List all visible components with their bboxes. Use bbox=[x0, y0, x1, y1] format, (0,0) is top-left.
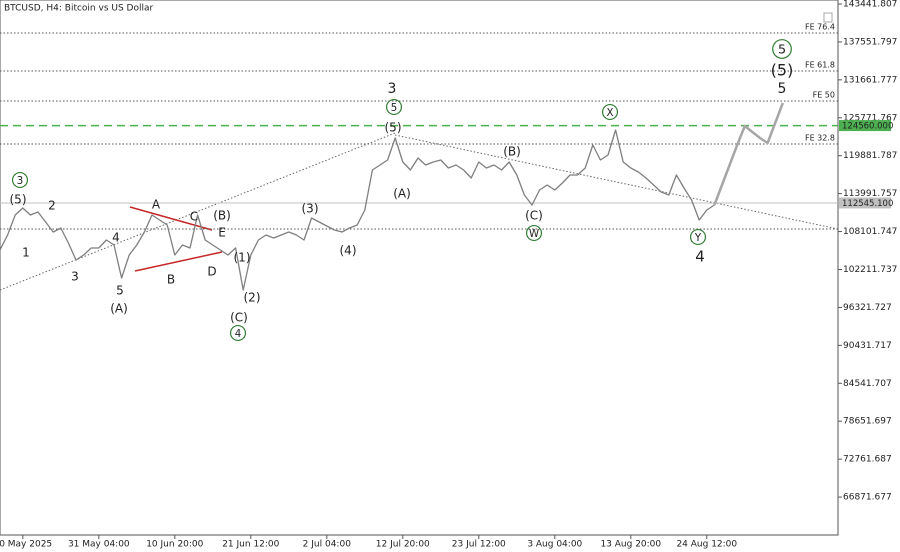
wave-label: A bbox=[152, 198, 161, 212]
y-tick-label: 131661.777 bbox=[843, 75, 897, 85]
x-tick-label: 10 Jun 20:00 bbox=[146, 540, 203, 550]
wave-label: (3) bbox=[302, 202, 319, 216]
wave-label: (B) bbox=[213, 209, 231, 223]
y-tick-label: 90431.717 bbox=[843, 341, 892, 351]
x-tick-label: 21 Jun 12:00 bbox=[222, 540, 279, 550]
wave-label: D bbox=[207, 265, 216, 279]
wave-label: Y bbox=[694, 233, 702, 244]
level-label: FE 61.8 bbox=[805, 61, 835, 70]
wave-label: E bbox=[218, 226, 226, 240]
price-tag-label: 112545.100 bbox=[842, 199, 893, 209]
wave-label: 3 bbox=[71, 270, 79, 284]
level-label: FE 32.8 bbox=[805, 134, 835, 143]
trend-line bbox=[0, 132, 396, 291]
y-tick-label: 84541.707 bbox=[843, 379, 892, 389]
chart-title: BTCUSD, H4: Bitcoin vs US Dollar bbox=[4, 4, 153, 14]
y-tick-label: 96321.727 bbox=[843, 303, 892, 313]
y-tick-label: 102211.737 bbox=[843, 265, 897, 275]
wave-circle bbox=[385, 98, 403, 116]
x-tick-label: 31 May 04:00 bbox=[68, 540, 130, 550]
price-line bbox=[0, 129, 715, 291]
price-tag bbox=[839, 120, 891, 132]
triangle-line bbox=[134, 251, 223, 272]
wave-circle bbox=[689, 228, 707, 246]
wave-label: (2) bbox=[244, 291, 261, 305]
x-tick-label: 3 Aug 04:00 bbox=[527, 540, 582, 550]
wave-label: C bbox=[190, 210, 198, 224]
wave-label: 4 bbox=[235, 329, 241, 340]
wave-label: (C) bbox=[525, 209, 543, 223]
wave-label: 5 bbox=[778, 81, 787, 97]
wave-label: (1) bbox=[234, 251, 251, 265]
wave-label: 5 bbox=[116, 284, 124, 298]
wave-circle bbox=[601, 103, 619, 121]
x-tick-label: 13 Aug 20:00 bbox=[600, 540, 661, 550]
x-tick-label: 2 Jul 04:00 bbox=[303, 540, 352, 550]
wave-circle bbox=[772, 39, 792, 59]
level-label: FE 76.4 bbox=[805, 23, 835, 32]
wave-circle bbox=[229, 324, 247, 342]
wave-label: 1 bbox=[22, 246, 30, 260]
wave-circle bbox=[525, 224, 543, 242]
x-tick-label: 24 Aug 12:00 bbox=[676, 540, 737, 550]
price-line bbox=[713, 102, 784, 206]
wave-label: X bbox=[607, 108, 614, 119]
wave-label: W bbox=[529, 229, 539, 240]
y-tick-label: 113991.757 bbox=[843, 189, 897, 199]
wave-label: (5) bbox=[771, 61, 794, 80]
wave-label: 4 bbox=[112, 231, 120, 245]
x-tick-label: 12 Jul 20:00 bbox=[376, 540, 430, 550]
y-tick-label: 143441.807 bbox=[843, 0, 897, 9]
wave-label: 5 bbox=[391, 103, 397, 114]
price-tag bbox=[839, 197, 891, 209]
wave-label: (C) bbox=[230, 311, 248, 325]
wave-circle bbox=[11, 171, 29, 189]
x-tick-label: 20 May 2025 bbox=[0, 540, 52, 550]
wave-label: 2 bbox=[48, 199, 56, 213]
y-tick-label: 78651.697 bbox=[843, 417, 892, 427]
wave-label: (5) bbox=[385, 121, 402, 135]
wave-label: 3 bbox=[388, 81, 397, 97]
wave-label: (A) bbox=[393, 187, 411, 201]
wave-label: (4) bbox=[340, 244, 357, 258]
y-tick-label: 66871.677 bbox=[843, 493, 892, 503]
wave-label: B bbox=[167, 273, 175, 287]
y-tick-label: 125771.767 bbox=[843, 113, 897, 123]
y-tick-label: 119881.787 bbox=[843, 151, 897, 161]
wave-label: (A) bbox=[110, 302, 128, 316]
wave-label: 3 bbox=[17, 176, 23, 187]
level-label: FE 50 bbox=[813, 90, 835, 99]
triangle-line bbox=[129, 206, 213, 231]
y-tick-label: 108101.747 bbox=[843, 227, 897, 237]
y-tick-label: 137551.797 bbox=[843, 37, 897, 47]
wave-label: 4 bbox=[695, 248, 705, 266]
plot-frame bbox=[0, 0, 839, 536]
wave-label: (5) bbox=[10, 193, 27, 207]
wave-label: 5 bbox=[778, 43, 786, 58]
corner-icon bbox=[823, 12, 833, 23]
wave-label: (B) bbox=[503, 145, 521, 159]
x-tick-label: 23 Jul 12:00 bbox=[452, 540, 506, 550]
price-tag-label: 124560.000 bbox=[842, 122, 893, 132]
y-tick-label: 72761.687 bbox=[843, 455, 892, 465]
